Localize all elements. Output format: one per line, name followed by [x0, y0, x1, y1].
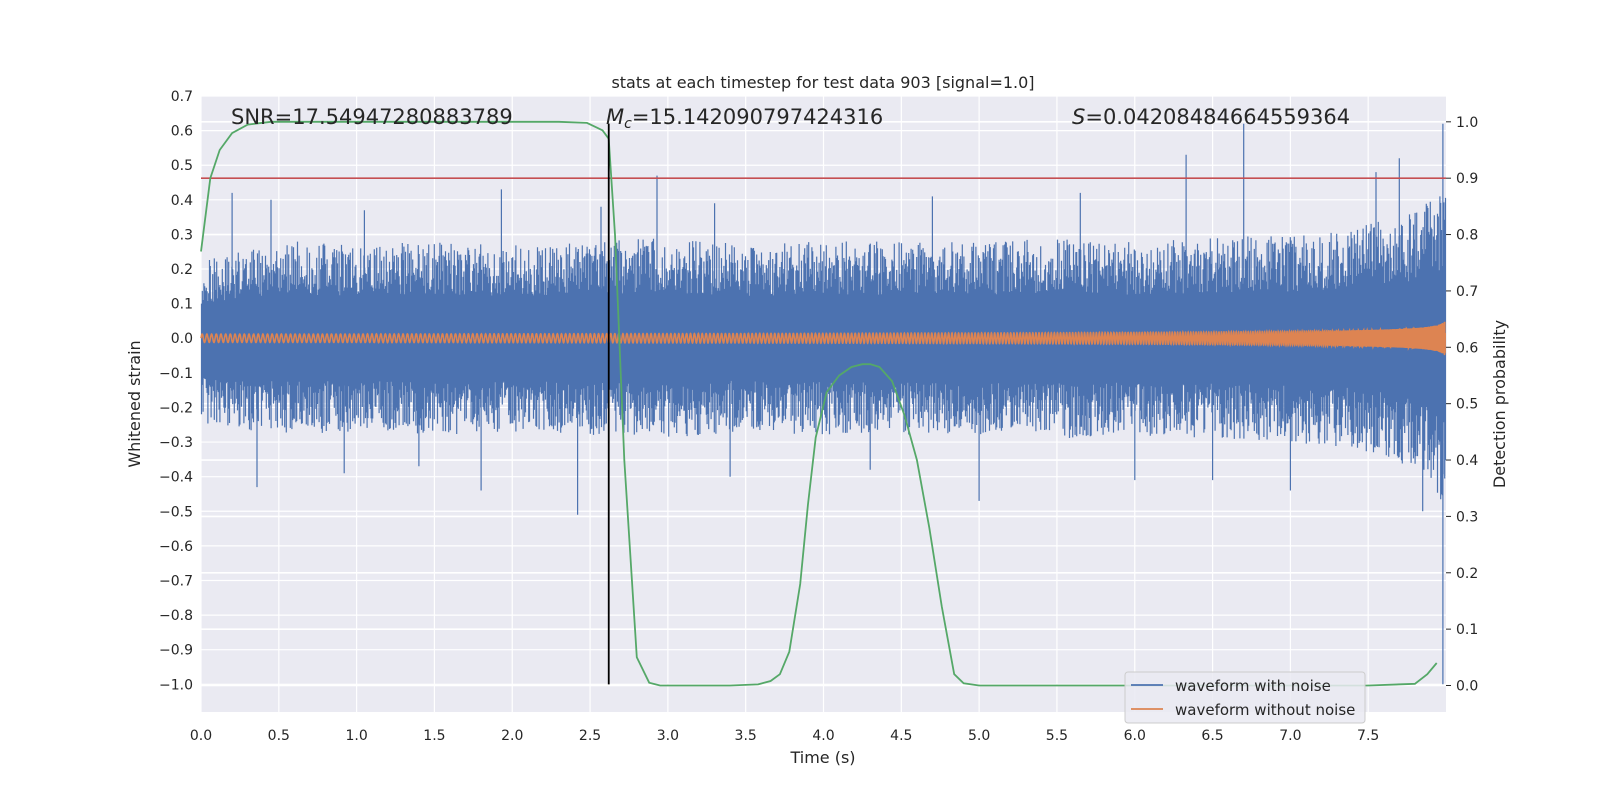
- x-tick-label: 7.5: [1357, 728, 1379, 744]
- detection-probability-series: [200, 120, 1446, 687]
- y-tick-label: −0.2: [159, 400, 193, 416]
- x-tick-label: 6.5: [1201, 728, 1223, 744]
- y-tick-label: 0.5: [171, 158, 193, 174]
- x-tick-label: 3.0: [657, 728, 679, 744]
- chirp-mass-symbol: M: [606, 105, 624, 129]
- y-tick-label: −0.4: [159, 470, 193, 486]
- legend-box: [1124, 671, 1366, 724]
- y-tick-label: 0.7: [171, 89, 193, 105]
- chirp-mass-value: =15.142090797424316: [632, 105, 883, 129]
- x-tick-label: 0.0: [190, 728, 212, 744]
- y-right-tick-label: 0.4: [1456, 453, 1478, 469]
- y-tick-label: −1.0: [159, 677, 193, 693]
- x-tick-label: 1.5: [423, 728, 445, 744]
- y-tick-label: −0.5: [159, 504, 193, 520]
- y-tick-label: 0.2: [171, 262, 193, 278]
- s-symbol: S: [1072, 105, 1085, 129]
- y-tick-label: 0.0: [171, 331, 193, 347]
- x-tick-label: 4.0: [812, 728, 834, 744]
- x-tick-label: 4.5: [890, 728, 912, 744]
- chirp-mass-subscript: c: [624, 116, 632, 132]
- y-tick-label: 0.3: [171, 227, 193, 243]
- x-tick-label: 5.5: [1046, 728, 1068, 744]
- y-axis-label: Whitened strain: [125, 340, 144, 467]
- y-right-tick-label: 0.3: [1456, 509, 1478, 525]
- x-tick-label: 1.0: [345, 728, 367, 744]
- y-tick-label: 0.6: [171, 124, 193, 140]
- y-axis-right-label: Detection probability: [1490, 320, 1509, 488]
- legend-label-clean: waveform without noise: [1175, 701, 1355, 719]
- x-tick-label: 7.0: [1279, 728, 1301, 744]
- y-right-tick-label: 0.8: [1456, 228, 1478, 244]
- chirp-mass-annotation: Mc=15.142090797424316: [606, 105, 883, 132]
- x-tick-label: 2.0: [501, 728, 523, 744]
- y-right-tick-label: 0.5: [1456, 397, 1478, 413]
- waveform-without-noise-line: [200, 321, 1446, 356]
- x-tick-label: 3.5: [735, 728, 757, 744]
- y-tick-label: −0.8: [159, 608, 193, 624]
- waveform-without-noise-series: [200, 321, 1446, 356]
- x-tick-label: 0.5: [268, 728, 290, 744]
- y-right-tick-label: 0.7: [1456, 284, 1478, 300]
- s-annotation: S=0.04208484664559364: [1072, 105, 1350, 129]
- tick-labels: 0.0 0.5 1.0 1.5 2.0 2.5 3.0 3.5 4.0 4.5 5.0 5.5 6.0 6…: [159, 89, 1478, 744]
- legend-label-noise: waveform with noise: [1175, 677, 1331, 695]
- y-tick-label: −0.6: [159, 539, 193, 555]
- y-tick-label: −0.3: [159, 435, 193, 451]
- y-right-tick-label: 0.9: [1456, 171, 1478, 187]
- legend: waveform with noise waveform without noi…: [1124, 671, 1366, 724]
- detection-probability-line: [200, 120, 1438, 687]
- y-right-tick-label: 1.0: [1456, 115, 1478, 131]
- y-right-tick-label: 0.1: [1456, 622, 1478, 638]
- y-right-tick-label: 0.2: [1456, 566, 1478, 582]
- snr-annotation: SNR=17.54947280883789: [231, 105, 513, 129]
- x-tick-label: 6.0: [1124, 728, 1146, 744]
- s-value: =0.04208484664559364: [1085, 105, 1350, 129]
- y-tick-label: −0.7: [159, 573, 193, 589]
- y-tick-label: −0.9: [159, 643, 193, 659]
- x-tick-label: 2.5: [579, 728, 601, 744]
- y-tick-label: 0.4: [171, 193, 193, 209]
- y-tick-label: −0.1: [159, 366, 193, 382]
- y-tick-label: 0.1: [171, 297, 193, 313]
- y-right-tick-label: 0.0: [1456, 679, 1478, 695]
- chart-title: stats at each timestep for test data 903…: [611, 73, 1034, 92]
- x-tick-label: 5.0: [968, 728, 990, 744]
- y-right-tick-label: 0.6: [1456, 340, 1478, 356]
- x-axis-label: Time (s): [789, 748, 855, 767]
